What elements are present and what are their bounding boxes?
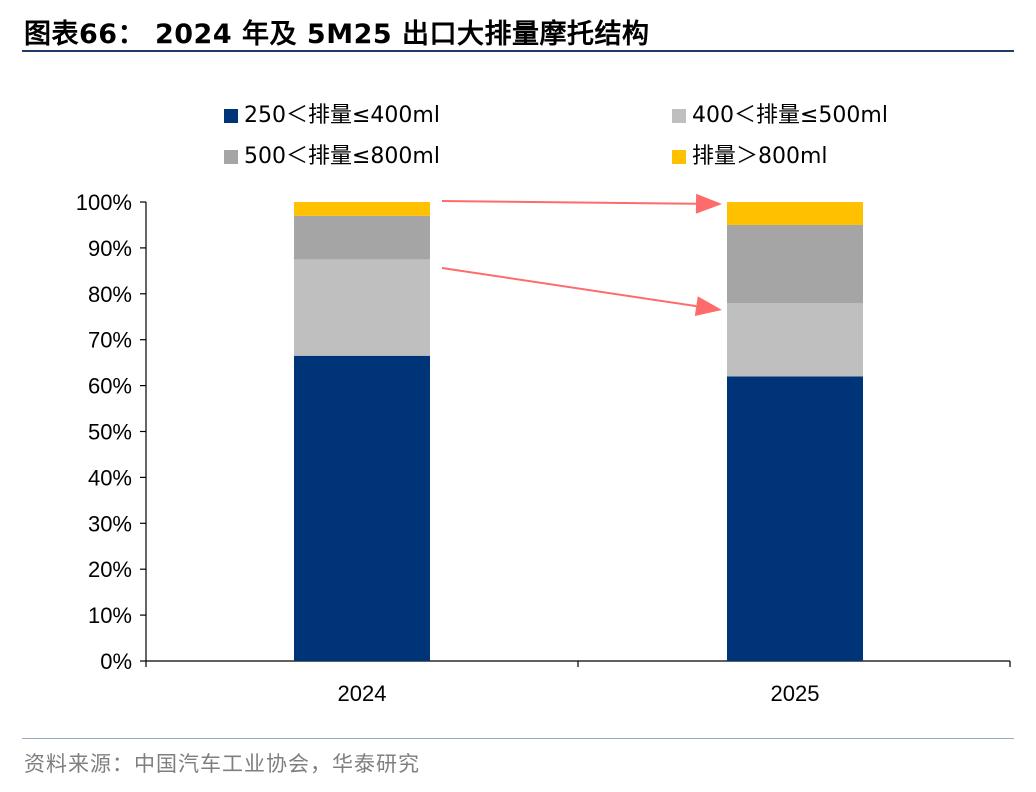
footer-rule bbox=[22, 738, 1014, 739]
y-tick-label: 30% bbox=[88, 511, 132, 536]
bars bbox=[294, 202, 863, 661]
legend-swatch bbox=[224, 150, 238, 164]
y-tick-label: 90% bbox=[88, 236, 132, 261]
source-note: 资料来源：中国汽车工业协会，华泰研究 bbox=[24, 752, 420, 776]
legend: 250＜排量≤400ml 400＜排量≤500ml 500＜排量≤800ml 排量＞8… bbox=[224, 103, 888, 169]
y-tick-label: 100% bbox=[76, 190, 132, 215]
bar-segment bbox=[294, 259, 430, 356]
legend-label: 500＜排量≤800ml bbox=[244, 144, 440, 169]
y-tick-label: 0% bbox=[100, 649, 132, 674]
x-tick-label: 2024 bbox=[338, 681, 387, 706]
chart-title: 图表66： 2024 年及 5M25 出口大排量摩托结构 bbox=[24, 19, 650, 50]
legend-swatch bbox=[224, 109, 238, 123]
legend-swatch bbox=[672, 150, 686, 164]
annotation-arrow-line bbox=[441, 200, 697, 205]
axes: 0% 10% 20% 30% 40% 50% 60% 70% 80% 90% 100% 2024 202… bbox=[76, 190, 1011, 706]
bar-segment bbox=[294, 355, 430, 661]
y-tick-label: 50% bbox=[88, 420, 132, 445]
y-tick-label: 10% bbox=[88, 603, 132, 628]
bar-segment bbox=[727, 376, 863, 661]
bar-segment bbox=[727, 302, 863, 377]
bar-segment bbox=[727, 202, 863, 225]
y-tick-label: 60% bbox=[88, 374, 132, 399]
legend-label: 400＜排量≤500ml bbox=[692, 103, 888, 128]
bar-segment bbox=[727, 224, 863, 303]
legend-label: 排量＞800ml bbox=[692, 144, 828, 169]
annotation-arrowhead bbox=[695, 193, 722, 214]
legend-swatch bbox=[672, 109, 686, 123]
bar-segment bbox=[294, 215, 430, 260]
y-tick-label: 70% bbox=[88, 328, 132, 353]
annotation-arrowhead bbox=[694, 296, 722, 317]
y-tick-label: 40% bbox=[88, 465, 132, 490]
bar-segment bbox=[294, 202, 430, 216]
x-tick-label: 2025 bbox=[771, 681, 820, 706]
title-rule bbox=[22, 50, 1014, 52]
legend-label: 250＜排量≤400ml bbox=[244, 103, 440, 128]
annotation-arrow-line bbox=[441, 267, 697, 308]
annotation-arrows bbox=[441, 193, 722, 317]
y-tick-label: 80% bbox=[88, 282, 132, 307]
y-tick-label: 20% bbox=[88, 557, 132, 582]
